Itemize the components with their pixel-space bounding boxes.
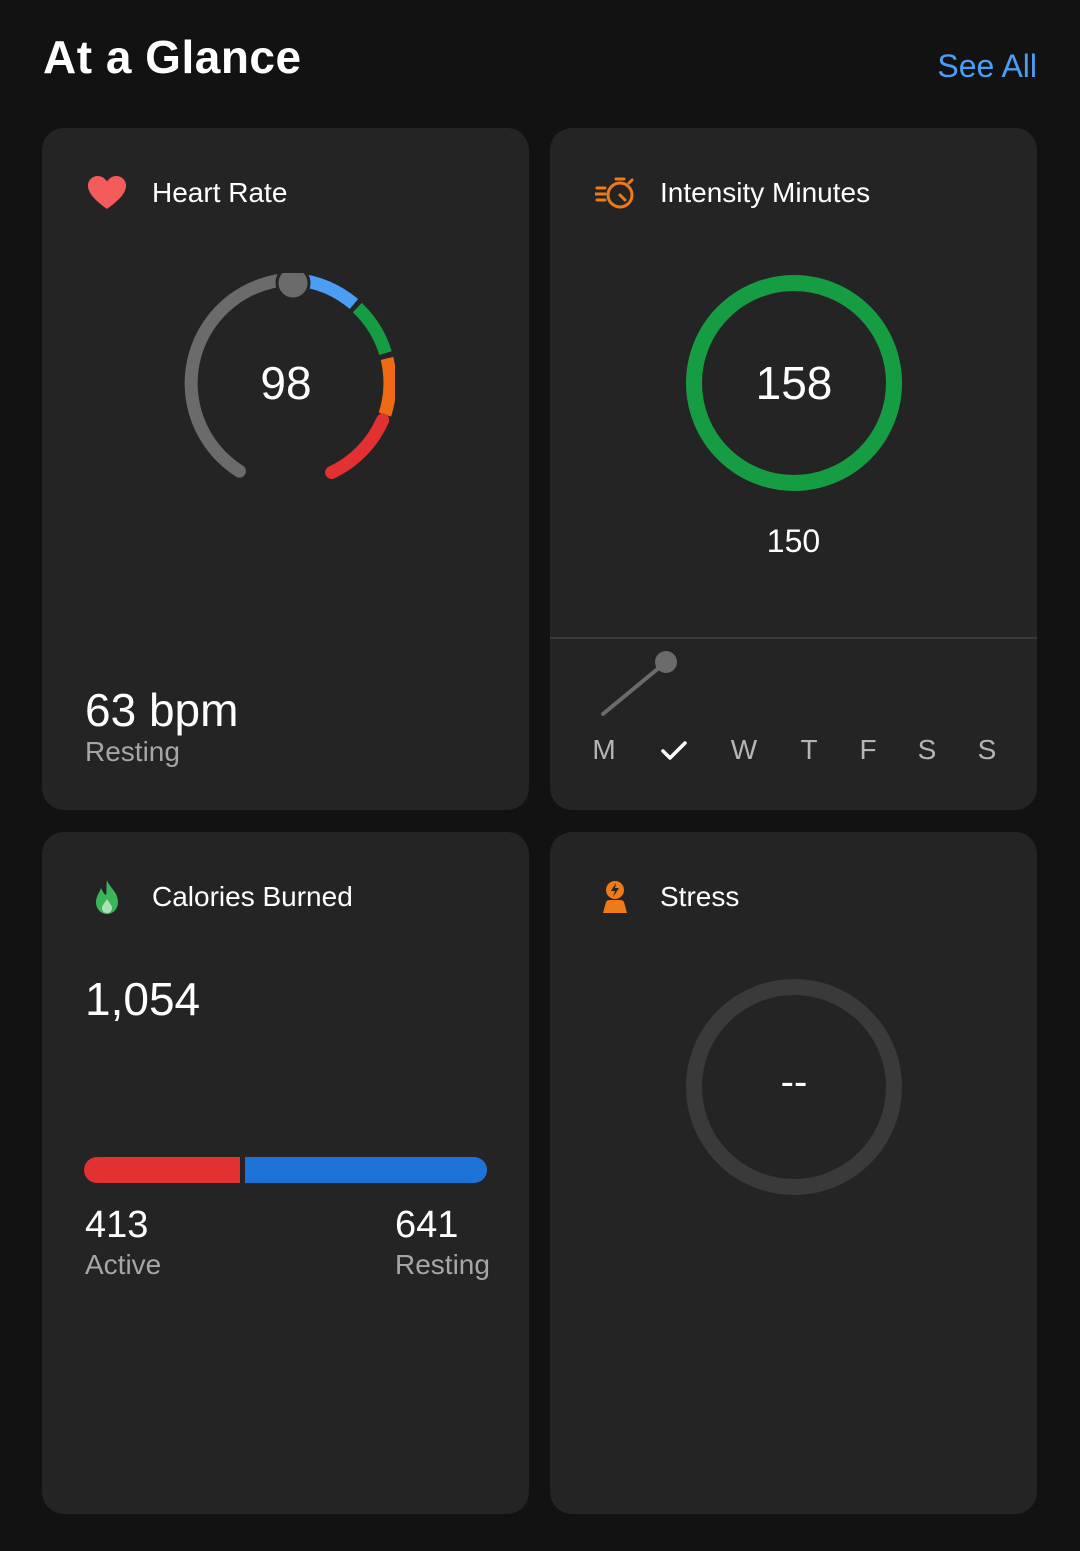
stress-value: -- bbox=[780, 1060, 808, 1104]
weekly-trend-line bbox=[601, 651, 677, 716]
week-days-row: M W T F S S bbox=[550, 734, 1037, 770]
active-calories-value: 413 bbox=[85, 1204, 149, 1246]
card-divider bbox=[550, 637, 1037, 639]
checkmark-icon bbox=[661, 741, 687, 760]
stress-title: Stress bbox=[660, 881, 740, 912]
day-saturday: S bbox=[917, 734, 937, 765]
stopwatch-icon bbox=[595, 173, 635, 213]
intensity-minutes-value: 158 bbox=[755, 357, 833, 409]
stress-header: Stress bbox=[595, 877, 739, 917]
calories-title: Calories Burned bbox=[152, 881, 353, 912]
stress-card[interactable]: Stress -- bbox=[550, 832, 1037, 1514]
heart-rate-gauge bbox=[184, 273, 395, 479]
day-sunday: S bbox=[977, 734, 997, 765]
calories-split-bar bbox=[84, 1157, 487, 1183]
heart-icon bbox=[87, 173, 127, 213]
active-calories-segment bbox=[84, 1157, 240, 1183]
stress-ring bbox=[686, 979, 902, 1195]
day-monday: M bbox=[592, 734, 616, 765]
day-tuesday-check bbox=[654, 734, 694, 769]
heart-rate-header: Heart Rate bbox=[87, 173, 287, 213]
day-friday: F bbox=[859, 734, 877, 765]
calories-total: 1,054 bbox=[85, 973, 201, 1025]
flame-icon bbox=[87, 877, 127, 917]
resting-calories-segment bbox=[245, 1157, 487, 1183]
see-all-link[interactable]: See All bbox=[937, 48, 1037, 84]
calories-header: Calories Burned bbox=[87, 877, 353, 917]
intensity-minutes-header: Intensity Minutes bbox=[595, 173, 870, 213]
heart-rate-card[interactable]: Heart Rate 98 63 bpm Resting bbox=[42, 128, 529, 810]
intensity-minutes-goal: 150 bbox=[766, 523, 821, 559]
heart-rate-current: 98 bbox=[260, 357, 312, 409]
resting-heart-rate-value: 63 bpm bbox=[85, 684, 239, 736]
intensity-minutes-card[interactable]: Intensity Minutes 158 150 M W T F S S bbox=[550, 128, 1037, 810]
page-title: At a Glance bbox=[43, 31, 302, 83]
heart-rate-title: Heart Rate bbox=[152, 177, 288, 208]
day-thursday: T bbox=[800, 734, 818, 765]
calories-card[interactable]: Calories Burned 1,054 413 Active 641 Res… bbox=[42, 832, 529, 1514]
stress-person-icon bbox=[595, 877, 635, 917]
intensity-minutes-title: Intensity Minutes bbox=[660, 177, 871, 208]
intensity-minutes-ring bbox=[686, 275, 902, 491]
day-wednesday: W bbox=[730, 734, 758, 765]
resting-heart-rate-label: Resting bbox=[85, 736, 180, 767]
resting-calories-label: Resting bbox=[395, 1249, 490, 1280]
active-calories-label: Active bbox=[85, 1249, 162, 1280]
resting-calories-value: 641 bbox=[395, 1204, 459, 1246]
